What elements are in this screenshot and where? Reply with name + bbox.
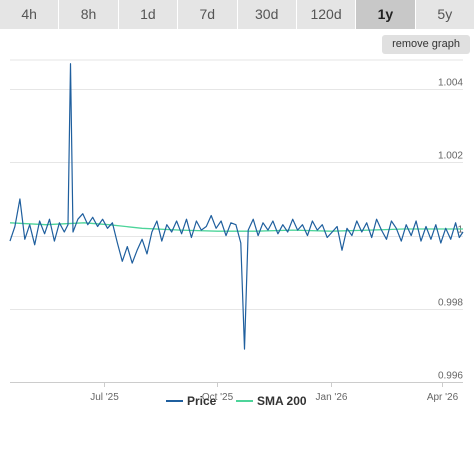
y-tick-label: 1.002 (438, 151, 463, 162)
y-tick-label: 0.998 (438, 298, 463, 309)
legend-item-price[interactable]: Price (166, 394, 217, 408)
legend-item-sma-200[interactable]: SMA 200 (236, 394, 307, 408)
legend-sma-label: SMA 200 (257, 394, 307, 408)
x-tick-label: Jan '26 (316, 392, 348, 403)
series-line-price (9, 63, 464, 350)
legend-price-label: Price (187, 394, 217, 408)
tab-1y[interactable]: 1y (356, 0, 416, 29)
x-tick-label: Jul '25 (90, 392, 119, 403)
y-tick-label: 0.996 (438, 371, 463, 382)
plot-area (9, 63, 464, 350)
legend: Price SMA 200 (166, 394, 307, 408)
y-tick-label: 1 (457, 225, 463, 236)
tab-30d[interactable]: 30d (237, 0, 297, 29)
y-axis: 0.996 0.998 1 1.002 1.004 (438, 78, 463, 382)
remove-graph-button[interactable]: remove graph (382, 35, 470, 54)
y-tick-label: 1.004 (438, 78, 463, 89)
x-tick-label: Oct '25 (202, 392, 234, 403)
tab-7d[interactable]: 7d (178, 0, 238, 29)
grid-lines (10, 59, 463, 383)
tab-1d[interactable]: 1d (118, 0, 179, 29)
tab-4h[interactable]: 4h (0, 0, 60, 29)
tab-5y[interactable]: 5y (415, 0, 474, 29)
tab-8h[interactable]: 8h (59, 0, 119, 29)
tab-120d[interactable]: 120d (296, 0, 357, 29)
time-range-tabs: 4h 8h 1d 7d 30d 120d 1y 5y (0, 0, 474, 29)
x-tick-label: Apr '26 (427, 392, 459, 403)
x-axis: Jul '25 Oct '25 Jan '26 Apr '26 (10, 382, 463, 403)
